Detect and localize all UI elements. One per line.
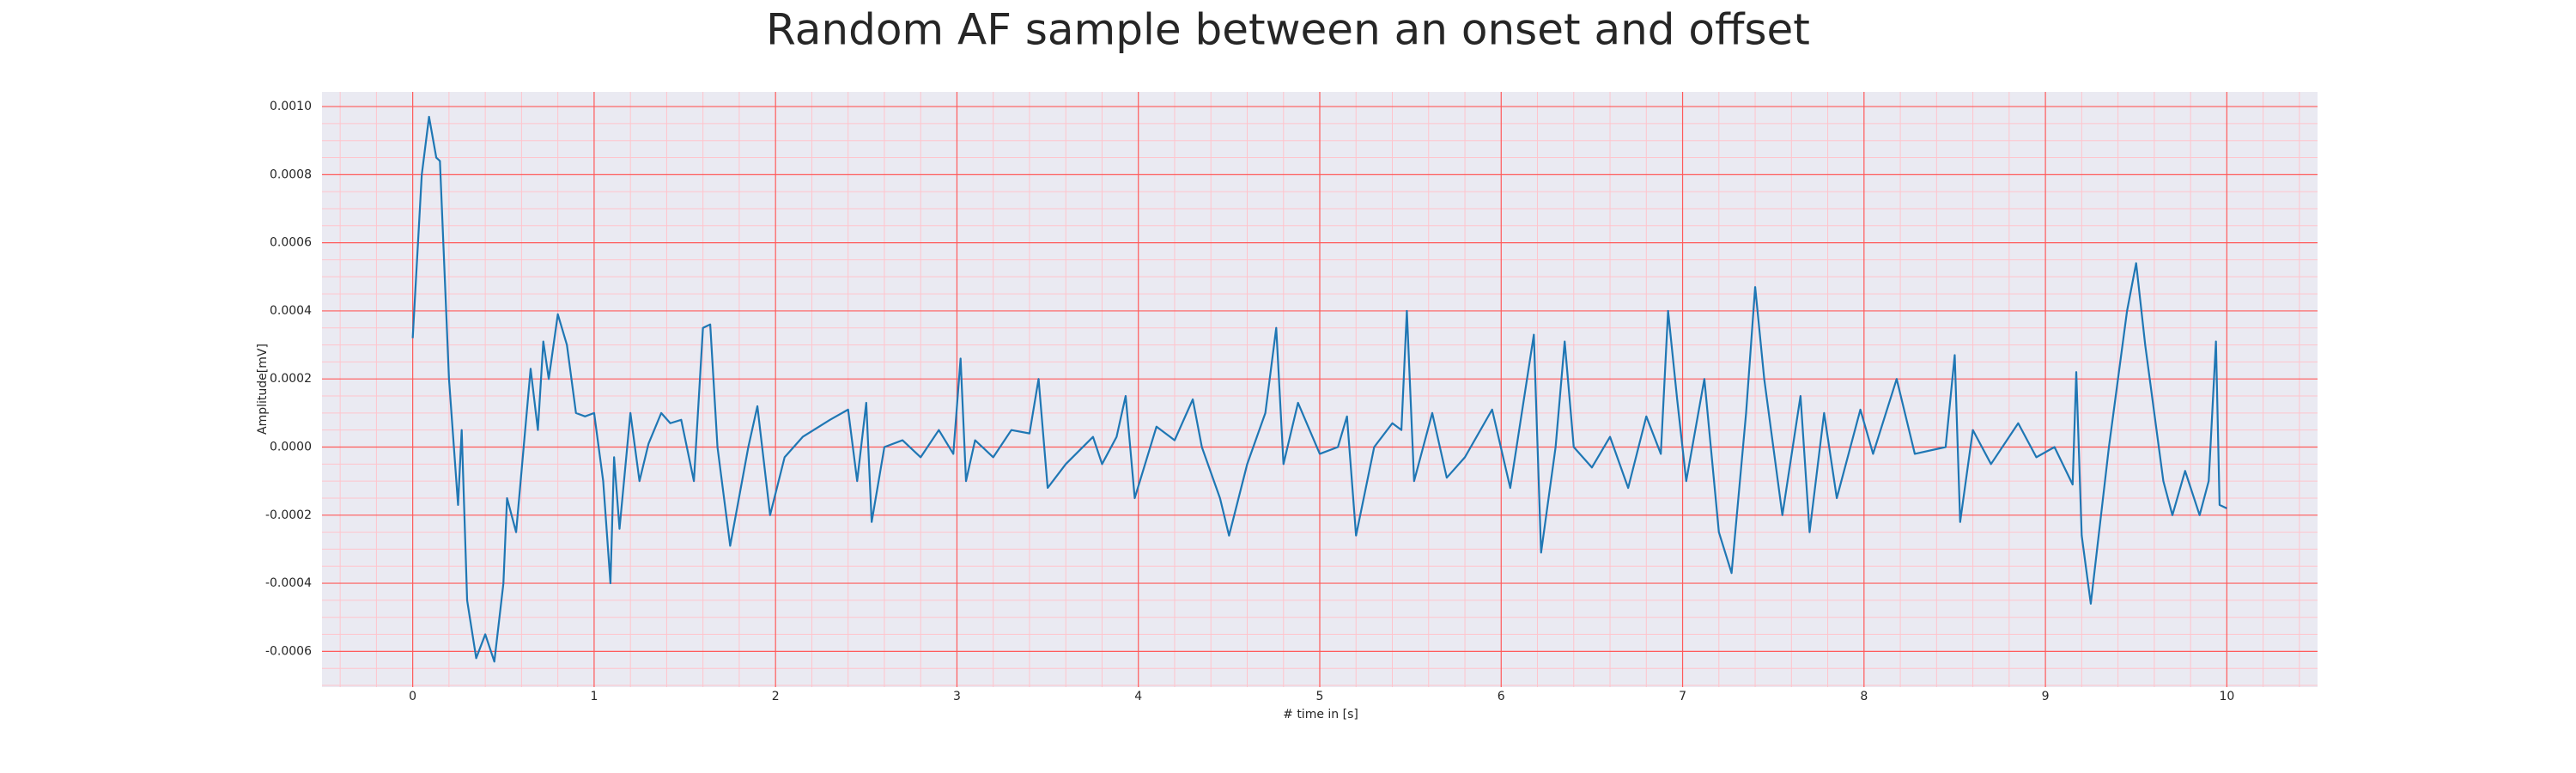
signal-line [411, 115, 2227, 663]
x-tick-label: 7 [1679, 690, 1686, 703]
y-tick-label: -0.0006 [265, 644, 312, 658]
x-tick-label: 10 [2219, 690, 2234, 703]
y-tick-label: 0.0008 [270, 167, 312, 181]
x-tick-label: 5 [1316, 690, 1324, 703]
y-tick-label: -0.0002 [265, 508, 312, 522]
x-tick-label: 6 [1498, 690, 1505, 703]
y-tick-label: 0.0010 [270, 100, 312, 113]
y-tick-label: 0.0006 [270, 236, 312, 250]
y-tick-label: 0.0000 [270, 441, 312, 454]
chart-title: Random AF sample between an onset and of… [766, 5, 1810, 55]
x-axis-label: # time in [s] [1283, 708, 1358, 721]
x-tick-label: 2 [772, 690, 780, 703]
x-tick-label: 1 [590, 690, 598, 703]
y-tick-label: 0.0002 [270, 372, 312, 386]
x-tick-label: 4 [1134, 690, 1142, 703]
x-tick-label: 8 [1860, 690, 1868, 703]
y-axis-label: Amplitude[mV] [256, 344, 270, 435]
x-tick-label: 9 [2042, 690, 2050, 703]
x-tick-label: 3 [953, 690, 961, 703]
y-tick-label: -0.0004 [265, 576, 312, 590]
x-tick-label: 0 [409, 690, 416, 703]
y-tick-label: 0.0004 [270, 304, 312, 318]
